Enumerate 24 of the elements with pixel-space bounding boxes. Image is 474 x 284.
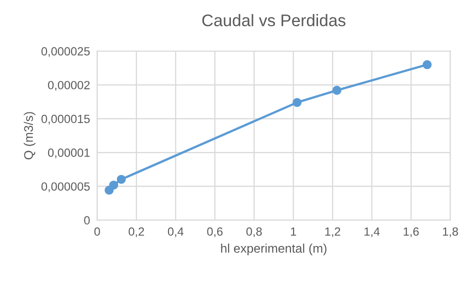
x-tick-label: 0,6 — [207, 227, 223, 238]
x-tick-label: 0 — [94, 227, 100, 236]
point — [116, 174, 126, 184]
x-tick-label: 0,2 — [128, 227, 144, 238]
point — [422, 60, 432, 70]
point — [332, 86, 342, 95]
y-tick-label: 0 — [84, 216, 90, 224]
x-axis-title: hl experimental (m) — [221, 244, 326, 256]
chart-title: Caudal vs Perdidas — [202, 14, 346, 26]
x-tick-label: 1,8 — [442, 227, 458, 238]
x-tick-label: 1,4 — [364, 227, 380, 238]
x-tick-label: 0,4 — [168, 227, 184, 238]
x-tick-label: 1,2 — [325, 227, 340, 238]
x-tick-label: 1,6 — [404, 227, 419, 238]
y-tick-label: 0,000005 — [41, 182, 90, 192]
point — [109, 180, 118, 190]
y-tick-label: 0,000015 — [41, 114, 90, 124]
y-tick-label: 0,00001 — [48, 148, 90, 158]
y-tick-label: 0,000025 — [41, 47, 90, 57]
x-tick-label: 0,8 — [246, 227, 262, 238]
point — [292, 98, 302, 108]
y-tick-label: 0,00002 — [48, 80, 90, 91]
y-axis-title: Q (m3/s) — [24, 112, 36, 160]
x-tick-label: 1 — [290, 227, 296, 236]
